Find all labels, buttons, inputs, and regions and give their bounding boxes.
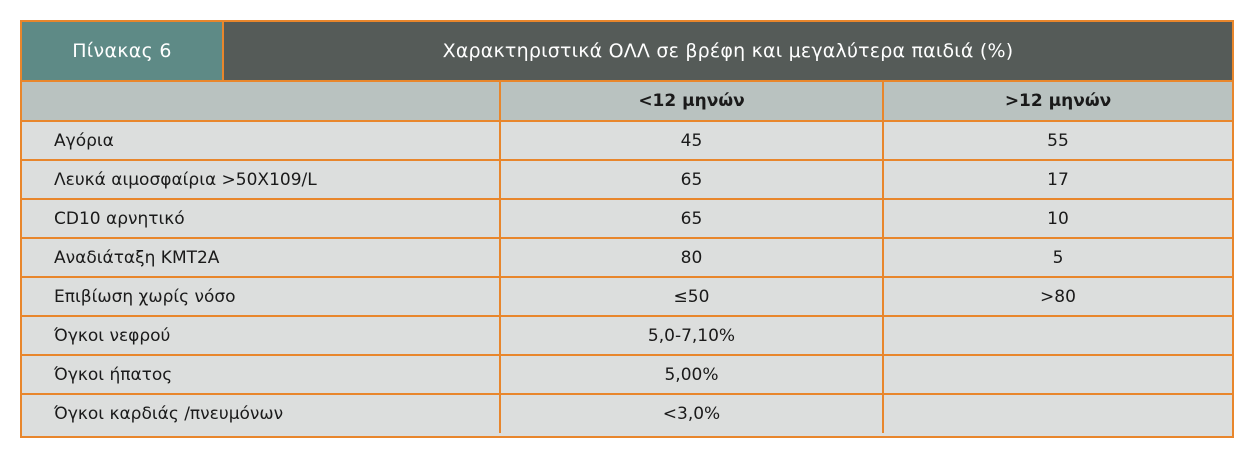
column-header-empty	[22, 82, 501, 122]
column-header-over-12-months: >12 μηνών	[882, 82, 1232, 122]
row-label: Επιβίωση χωρίς νόσο	[22, 276, 501, 317]
cell-over-12	[882, 393, 1232, 433]
cell-under-12: 5,00%	[499, 354, 884, 395]
row-label: Όγκοι νεφρού	[22, 315, 501, 356]
table-row: CD10 αρνητικό 65 10	[22, 198, 1232, 239]
cell-over-12: 5	[882, 237, 1232, 278]
table-frame: Πίνακας 6 Χαρακτηριστικά ΟΛΛ σε βρέφη κα…	[20, 20, 1234, 438]
table-row: Όγκοι νεφρού 5,0-7,10%	[22, 315, 1232, 356]
data-table: <12 μηνών >12 μηνών Αγόρια 45 55 Λευκά α…	[22, 82, 1232, 433]
row-label: CD10 αρνητικό	[22, 198, 501, 239]
header-row: <12 μηνών >12 μηνών	[22, 82, 1232, 122]
cell-under-12: 65	[499, 198, 884, 239]
cell-under-12: 80	[499, 237, 884, 278]
cell-over-12: 17	[882, 159, 1232, 200]
cell-under-12: <3,0%	[499, 393, 884, 433]
cell-under-12: 5,0-7,10%	[499, 315, 884, 356]
cell-over-12	[882, 354, 1232, 395]
row-label: Όγκοι ήπατος	[22, 354, 501, 395]
table-row: Όγκοι ήπατος 5,00%	[22, 354, 1232, 395]
cell-over-12: 55	[882, 120, 1232, 161]
table-row: Λευκά αιμοσφαίρια >50X109/L 65 17	[22, 159, 1232, 200]
cell-over-12: 10	[882, 198, 1232, 239]
cell-over-12: >80	[882, 276, 1232, 317]
cell-under-12: 65	[499, 159, 884, 200]
table-row: Αγόρια 45 55	[22, 120, 1232, 161]
table-row: Αναδιάταξη KMT2A 80 5	[22, 237, 1232, 278]
cell-over-12	[882, 315, 1232, 356]
row-label: Αναδιάταξη KMT2A	[22, 237, 501, 278]
column-header-under-12-months: <12 μηνών	[499, 82, 884, 122]
cell-under-12: ≤50	[499, 276, 884, 317]
row-label: Όγκοι καρδιάς /πνευμόνων	[22, 393, 501, 433]
cell-under-12: 45	[499, 120, 884, 161]
table-title-row: Πίνακας 6 Χαρακτηριστικά ΟΛΛ σε βρέφη κα…	[22, 22, 1232, 82]
row-label: Λευκά αιμοσφαίρια >50X109/L	[22, 159, 501, 200]
row-label: Αγόρια	[22, 120, 501, 161]
table-number: Πίνακας 6	[22, 22, 224, 80]
table-row: Επιβίωση χωρίς νόσο ≤50 >80	[22, 276, 1232, 317]
table-title: Χαρακτηριστικά ΟΛΛ σε βρέφη και μεγαλύτε…	[224, 22, 1232, 80]
table-row: Όγκοι καρδιάς /πνευμόνων <3,0%	[22, 393, 1232, 433]
